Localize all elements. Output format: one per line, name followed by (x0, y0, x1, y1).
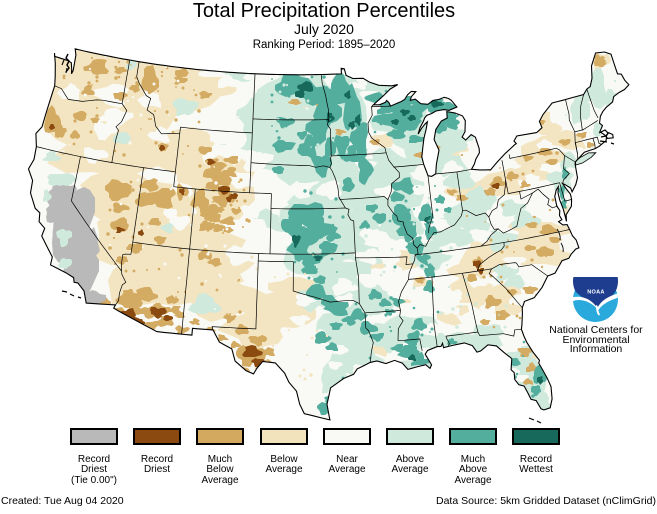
svg-text:NOAA: NOAA (587, 290, 604, 296)
